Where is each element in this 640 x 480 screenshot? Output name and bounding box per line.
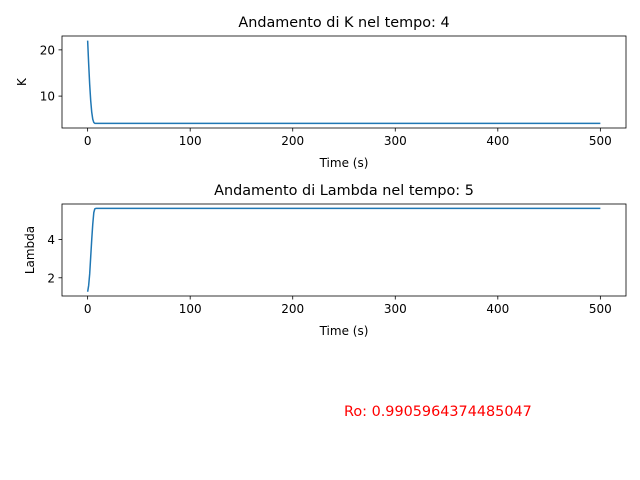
chart2-x-tick-label: 500 xyxy=(589,302,612,316)
chart2-series-line xyxy=(86,207,601,292)
chart1-axes-frame xyxy=(61,35,627,129)
chart2-axes-frame xyxy=(61,203,627,297)
chart2-y-tick-label: 2 xyxy=(47,271,55,285)
ro-annotation: Ro: 0.9905964374485047 xyxy=(344,404,532,420)
chart1-x-tick-label: 400 xyxy=(486,134,509,148)
chart1-series-line xyxy=(86,40,601,125)
chart1-x-tick-label: 0 xyxy=(84,134,92,148)
chart1-x-tick-label: 500 xyxy=(589,134,612,148)
chart2-x-tick-label: 200 xyxy=(281,302,304,316)
chart1-y-tick-label: 10 xyxy=(40,90,55,104)
chart2-x-tick-label: 400 xyxy=(486,302,509,316)
chart1-x-tick-label: 200 xyxy=(281,134,304,148)
chart1-x-tick-label: 100 xyxy=(179,134,202,148)
chart2-y-tick-label: 4 xyxy=(47,233,55,247)
chart2-title: Andamento di Lambda nel tempo: 5 xyxy=(214,183,474,199)
chart2-x-tick-label: 300 xyxy=(384,302,407,316)
chart1-y-axis-label: K xyxy=(15,77,29,86)
chart2-x-tick-label: 100 xyxy=(179,302,202,316)
chart1-x-tick-label: 300 xyxy=(384,134,407,148)
chart2-x-tick-label: 0 xyxy=(84,302,92,316)
chart1-y-tick-label: 20 xyxy=(40,43,55,57)
chart2-y-axis-label: Lambda xyxy=(23,226,37,274)
chart1-title: Andamento di K nel tempo: 4 xyxy=(238,15,449,31)
chart2-x-axis-label: Time (s) xyxy=(319,324,369,338)
chart1-x-axis-label: Time (s) xyxy=(319,156,369,170)
